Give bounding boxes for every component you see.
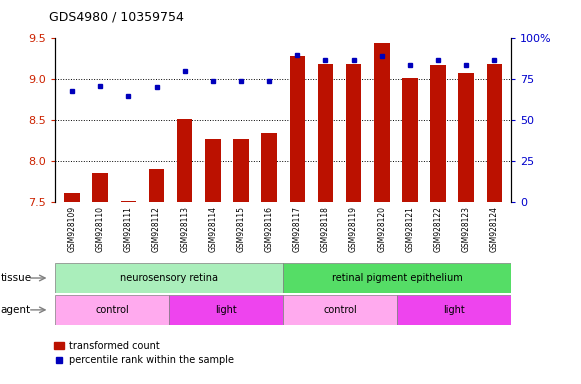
Text: GSM928114: GSM928114 [209,206,217,252]
Text: GSM928122: GSM928122 [433,206,443,252]
Bar [289,56,305,202]
Legend: transformed count, percentile rank within the sample: transformed count, percentile rank withi… [54,341,234,365]
Text: control: control [324,305,357,315]
Text: retinal pigment epithelium: retinal pigment epithelium [332,273,462,283]
Text: GSM928116: GSM928116 [265,206,274,252]
Text: GSM928123: GSM928123 [462,206,471,252]
Bar [92,173,108,202]
Text: GSM928118: GSM928118 [321,206,330,252]
Bar [177,119,192,202]
Text: GSM928120: GSM928120 [377,206,386,252]
Text: GSM928110: GSM928110 [96,206,105,252]
Bar [261,133,277,202]
Bar [149,169,164,202]
Bar [55,295,169,325]
Text: agent: agent [1,305,31,315]
Bar [121,201,136,202]
Text: GSM928109: GSM928109 [67,206,77,253]
Bar [284,295,397,325]
Text: GSM928112: GSM928112 [152,206,161,252]
Bar [346,64,361,202]
Text: control: control [95,305,129,315]
Bar [205,139,221,202]
Text: neurosensory retina: neurosensory retina [120,273,218,283]
Text: GSM928119: GSM928119 [349,206,358,252]
Text: tissue: tissue [1,273,32,283]
Text: GSM928111: GSM928111 [124,206,133,252]
Bar [487,64,502,202]
Text: light: light [443,305,465,315]
Bar [318,64,333,202]
Text: GSM928113: GSM928113 [180,206,189,252]
Bar [233,139,249,202]
Bar [374,43,389,202]
Bar [431,65,446,202]
Bar [284,263,511,293]
Text: GSM928117: GSM928117 [293,206,302,252]
Text: GSM928121: GSM928121 [406,206,414,252]
Text: GDS4980 / 10359754: GDS4980 / 10359754 [49,10,184,23]
Bar [64,194,80,202]
Text: light: light [216,305,237,315]
Text: GSM928124: GSM928124 [490,206,499,252]
Bar [169,295,284,325]
Bar [458,73,474,202]
Bar [397,295,511,325]
Bar [402,78,418,202]
Text: GSM928115: GSM928115 [236,206,246,252]
Bar [55,263,284,293]
